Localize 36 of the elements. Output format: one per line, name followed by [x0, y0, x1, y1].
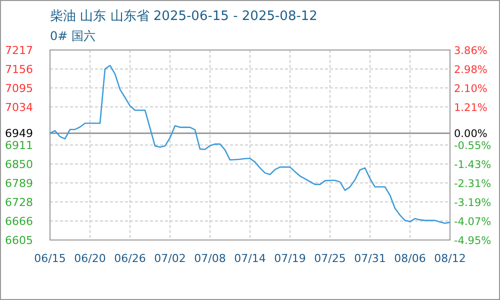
y-tick-label: 6605 — [5, 234, 33, 247]
x-tick-label: 07/08 — [194, 252, 226, 265]
line-series — [49, 64, 451, 224]
y-tick-label: 7034 — [5, 100, 33, 114]
x-tick-label: 06/26 — [114, 252, 146, 265]
x-tick-label: 08/06 — [394, 252, 426, 265]
y2-tick-label: -4.95% — [454, 235, 492, 247]
y2-tick-label: -3.19% — [454, 197, 492, 210]
y2-tick-label: 3.86% — [454, 45, 488, 57]
y-tick-label: 7095 — [5, 82, 33, 95]
y-tick-label: 6949 — [5, 127, 33, 140]
x-tick-label: 07/31 — [354, 252, 386, 265]
y2-tick-label: -2.31% — [454, 178, 492, 190]
y-tick-label: 6850 — [5, 158, 33, 171]
y2-tick-label: 2.10% — [454, 82, 488, 95]
y-tick-label: 6666 — [5, 215, 33, 228]
x-tick-label: 08/12 — [434, 252, 466, 265]
y2-tick-label: 2.98% — [454, 64, 488, 76]
y2-tick-label: 0.00% — [454, 128, 488, 140]
y-tick-label: 7156 — [5, 62, 33, 76]
x-tick-label: 06/15 — [34, 252, 66, 265]
y-tick-label: 6728 — [5, 196, 33, 209]
x-tick-label: 07/25 — [314, 252, 346, 265]
chart-subtitle: 0# 国六 — [50, 29, 96, 43]
y-tick-label: 6789 — [5, 176, 33, 190]
x-tick-label: 07/19 — [274, 252, 306, 265]
x-tick-label: 06/20 — [74, 252, 106, 265]
y2-tick-label: -1.43% — [454, 159, 492, 172]
y2-tick-label: 1.21% — [454, 102, 488, 114]
x-tick-label: 07/14 — [234, 252, 266, 265]
chart-title: 柴油 山东 山东省 2025-06-15 - 2025-08-12 — [50, 9, 318, 24]
y2-tick-label: -4.07% — [454, 216, 492, 228]
y-tick-label: 6911 — [5, 139, 33, 152]
y2-tick-label: -0.55% — [454, 140, 492, 152]
y-tick-label: 7217 — [5, 44, 33, 57]
x-tick-label: 07/02 — [154, 252, 186, 265]
